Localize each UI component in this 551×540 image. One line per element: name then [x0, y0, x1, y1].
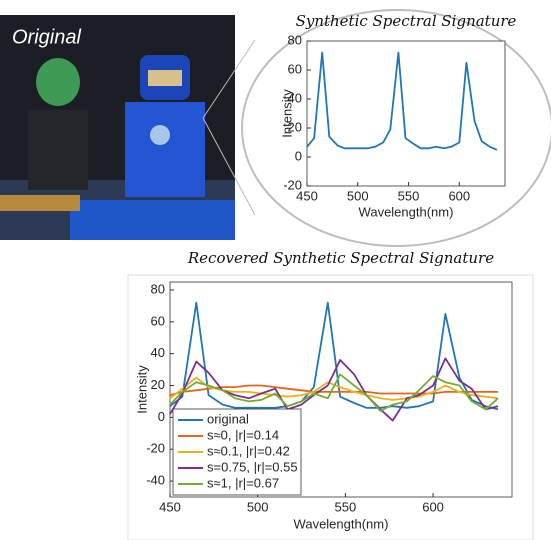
figure: Original Synthetic Spectral Signature Wav…	[0, 0, 551, 540]
y-tick-label: 0	[158, 409, 165, 424]
x-tick-label: 500	[347, 188, 369, 203]
y-tick-label: 80	[288, 32, 302, 47]
x-tick-label: 600	[422, 499, 444, 514]
chart-title: Synthetic Spectral Signature	[296, 12, 517, 30]
y-tick-label: -40	[146, 473, 165, 488]
legend-label: original	[207, 411, 249, 426]
y-tick-label: 20	[288, 119, 302, 134]
plot-area	[307, 41, 505, 186]
y-tick-label: 60	[288, 61, 302, 76]
x-axis-label: Wavelength(nm)	[294, 516, 389, 531]
x-tick-label: 550	[335, 499, 357, 514]
y-tick-label: 40	[151, 345, 165, 360]
photo-label: Original	[12, 26, 81, 48]
x-tick-label: 500	[247, 499, 269, 514]
y-axis-label: Intensity	[134, 365, 149, 414]
legend-label: s≈1, |r|=0.67	[207, 475, 279, 490]
legend-label: s≈0, |r|=0.14	[207, 427, 279, 442]
legend-label: s≈0.1, |r|=0.42	[207, 443, 290, 458]
y-tick-label: -20	[146, 441, 165, 456]
y-tick-label: 80	[151, 281, 165, 296]
y-tick-label: 60	[151, 313, 165, 328]
legend-label: s=0.75, |r|=0.55	[207, 459, 298, 474]
x-tick-label: 550	[398, 188, 420, 203]
x-tick-label: 450	[159, 499, 181, 514]
x-tick-label: 600	[448, 188, 470, 203]
y-tick-label: -20	[283, 177, 302, 192]
x-axis-label: Wavelength(nm)	[359, 204, 454, 219]
y-tick-label: 0	[295, 148, 302, 163]
y-tick-label: 40	[288, 90, 302, 105]
photo	[0, 15, 235, 240]
chart-title: Recovered Synthetic Spectral Signature	[187, 249, 494, 267]
y-tick-label: 20	[151, 377, 165, 392]
